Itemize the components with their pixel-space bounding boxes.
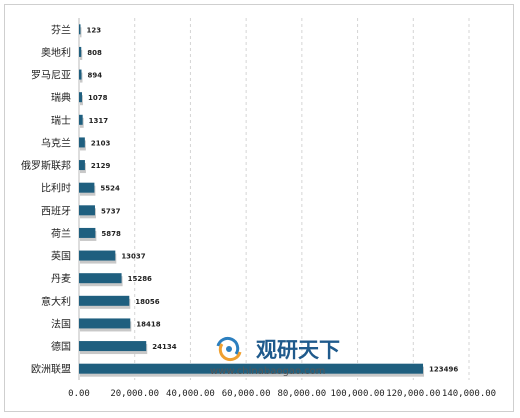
x-tick-label: 40,000.00 xyxy=(166,389,215,399)
value-label: 5524 xyxy=(100,185,120,193)
category-label: 意大利 xyxy=(41,295,71,308)
category-label: 英国 xyxy=(51,250,71,263)
category-label: 德国 xyxy=(51,340,71,353)
bar xyxy=(79,341,147,352)
x-tick-labels: 0.00 20,000.00 40,000.00 60,000.00 80,000.00… xyxy=(68,389,496,399)
value-label: 5737 xyxy=(101,207,121,215)
category-label: 比利时 xyxy=(41,183,71,195)
bar xyxy=(79,182,95,193)
value-label: 24134 xyxy=(152,343,176,351)
value-label: 1317 xyxy=(89,117,109,125)
bar xyxy=(79,69,82,80)
bar xyxy=(79,114,83,125)
x-tick-label: 60,000.00 xyxy=(222,389,271,399)
watermark-url: www.chinabaogao.com xyxy=(210,366,325,377)
value-label: 123 xyxy=(87,26,102,34)
x-tick-label: 140,000.00 xyxy=(442,389,496,399)
category-label: 乌克兰 xyxy=(41,136,71,149)
x-tick-label: 0.00 xyxy=(68,389,90,399)
bar xyxy=(79,295,130,306)
value-label: 5878 xyxy=(101,230,121,238)
bar xyxy=(79,160,85,171)
watermark-brand: 观研天下 xyxy=(256,338,340,362)
bar xyxy=(79,250,116,261)
bar xyxy=(79,363,424,374)
value-label: 18418 xyxy=(136,320,160,328)
category-label: 瑞典 xyxy=(51,91,71,104)
category-label: 荷兰 xyxy=(51,227,71,240)
bar xyxy=(79,318,131,329)
value-labels: 123 808 894 1078 1317 2103 2129 5524 5737 5878 130… xyxy=(87,26,459,373)
x-tick-label: 100,000.00 xyxy=(330,389,384,399)
value-label: 2103 xyxy=(91,139,111,147)
bar xyxy=(79,92,83,103)
category-label: 丹麦 xyxy=(51,273,71,285)
brand-logo-icon xyxy=(216,336,242,362)
value-label: 123496 xyxy=(429,366,458,374)
bar xyxy=(79,46,82,57)
value-label: 1078 xyxy=(88,94,108,102)
watermark: 观研天下 www.chinabaogao.com xyxy=(210,336,340,377)
value-label: 18056 xyxy=(135,298,159,306)
category-label: 欧洲联盟 xyxy=(31,364,71,376)
category-label: 奥地利 xyxy=(41,46,71,59)
value-label: 894 xyxy=(87,72,102,80)
category-label: 芬兰 xyxy=(51,23,71,36)
bars xyxy=(79,24,425,377)
category-label: 俄罗斯联邦 xyxy=(21,159,71,172)
value-label: 808 xyxy=(87,49,102,57)
x-tick-label: 20,000.00 xyxy=(110,389,159,399)
category-label: 法国 xyxy=(51,317,71,330)
value-label: 13037 xyxy=(121,253,145,261)
category-labels: 芬兰奥地利罗马尼亚瑞典瑞士乌克兰俄罗斯联邦比利时西班牙荷兰英国丹麦意大利法国德国… xyxy=(21,23,71,375)
bar xyxy=(79,137,85,148)
category-label: 西班牙 xyxy=(41,205,71,217)
bar xyxy=(79,273,122,284)
bar-shadow xyxy=(80,27,82,38)
bar xyxy=(79,227,96,238)
x-tick-label: 80,000.00 xyxy=(277,389,326,399)
bar xyxy=(79,205,95,216)
x-tick-label: 120,000.00 xyxy=(386,389,440,399)
bar xyxy=(79,24,81,35)
category-label: 罗马尼亚 xyxy=(31,70,71,82)
category-label: 瑞士 xyxy=(51,114,71,127)
value-label: 15286 xyxy=(128,275,152,283)
value-label: 2129 xyxy=(91,162,111,170)
